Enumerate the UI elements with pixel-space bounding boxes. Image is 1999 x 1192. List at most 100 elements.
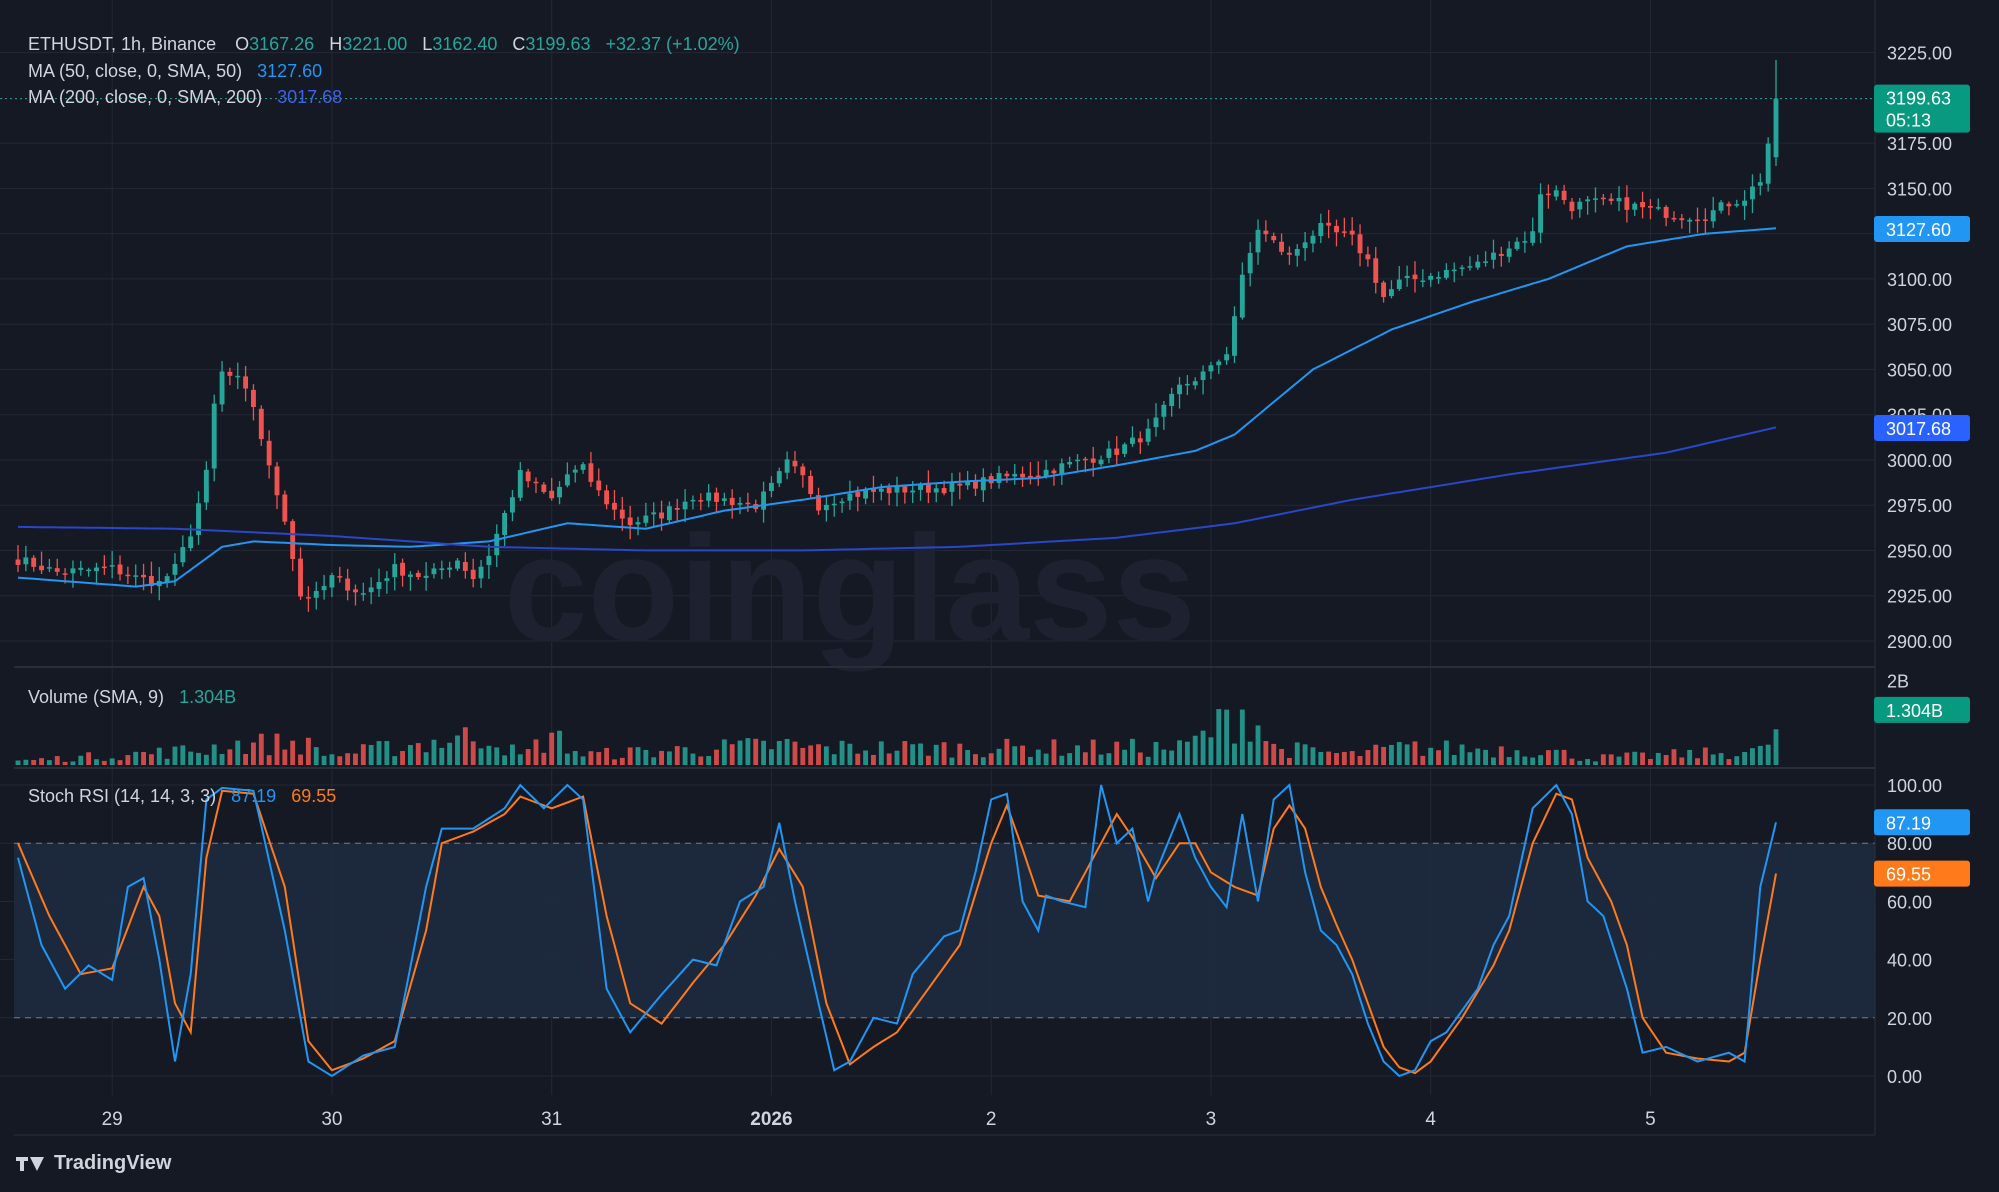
- volume-bar: [941, 742, 947, 765]
- volume-bar: [1035, 749, 1041, 765]
- stoch-rsi-series[interactable]: [17, 783, 1777, 1078]
- volume-bar: [980, 757, 986, 765]
- candle-body: [125, 574, 131, 577]
- candle: [1773, 59, 1779, 166]
- low-label: L: [422, 34, 432, 54]
- ma50-legend-value: 3127.60: [257, 61, 322, 81]
- volume-bar: [15, 760, 21, 765]
- time-axis[interactable]: 29 30 31 2026 2 3 4 5: [102, 1109, 1656, 1130]
- candlestick-series[interactable]: [15, 59, 1779, 612]
- candle: [800, 463, 806, 488]
- volume-bar: [62, 761, 68, 765]
- candle: [517, 461, 523, 501]
- candle-body: [1035, 475, 1041, 478]
- ma200-line: [17, 426, 1777, 552]
- candle: [698, 493, 704, 511]
- volume-bar: [894, 750, 900, 765]
- candle: [1459, 264, 1465, 276]
- volume-bar: [737, 740, 743, 765]
- candle-body: [682, 501, 688, 510]
- volume-bar: [918, 743, 923, 765]
- candle-body: [1389, 289, 1394, 297]
- candle-body: [1522, 241, 1528, 243]
- candle-body: [1538, 194, 1543, 233]
- candle: [1616, 186, 1622, 212]
- candle-body: [612, 502, 617, 510]
- candle-body: [164, 576, 170, 582]
- candle-body: [666, 506, 672, 521]
- candle-body: [1098, 459, 1104, 465]
- volume-series[interactable]: [15, 709, 1779, 765]
- volume-bar: [1734, 756, 1740, 765]
- ma50-price-tag-text: 3127.60: [1886, 220, 1951, 240]
- panel-dividers[interactable]: [14, 0, 1876, 1136]
- candle-body: [910, 490, 916, 493]
- candle-body: [1294, 248, 1300, 256]
- candle: [78, 560, 84, 576]
- candle-body: [1177, 384, 1182, 395]
- candle: [415, 570, 421, 580]
- volume-bar: [1232, 743, 1237, 765]
- volume-bar: [1459, 744, 1465, 765]
- candle: [1130, 426, 1135, 447]
- candle: [1004, 470, 1010, 483]
- candle: [1255, 219, 1261, 265]
- candle-body: [572, 469, 578, 473]
- volume-bar: [243, 754, 249, 765]
- tradingview-footer[interactable]: TradingView: [16, 1152, 171, 1175]
- volume-tick-label: 2B: [1887, 671, 1909, 691]
- stoch-tick-label: 60.00: [1887, 892, 1932, 912]
- candle: [337, 566, 343, 583]
- candle-body: [619, 509, 625, 519]
- candle-body: [1224, 354, 1230, 361]
- volume-bar: [1255, 725, 1261, 765]
- candle-body: [596, 480, 602, 491]
- time-tick-label: 4: [1425, 1109, 1436, 1130]
- tradingview-logo-icon: [16, 1155, 46, 1173]
- candle-body: [211, 403, 217, 469]
- candle-body: [462, 561, 468, 571]
- volume-bar: [1145, 756, 1151, 765]
- candle-body: [1475, 261, 1481, 268]
- candle: [1184, 375, 1190, 396]
- candle-body: [690, 499, 696, 502]
- candle: [1341, 217, 1347, 238]
- candle-body: [46, 567, 52, 569]
- candle: [345, 568, 351, 601]
- last-price-tag-text: 05:13: [1886, 111, 1931, 131]
- candle-body: [878, 488, 884, 492]
- volume-bar: [1216, 709, 1222, 765]
- volume-bar: [172, 746, 178, 765]
- candle-body: [274, 466, 280, 496]
- candle-body: [1561, 190, 1567, 201]
- volume-bar: [1412, 741, 1418, 765]
- price-tick-label: 3000.00: [1887, 451, 1952, 471]
- candle-body: [502, 513, 508, 536]
- candle: [31, 555, 37, 572]
- candle-body: [1161, 404, 1167, 417]
- candle-body: [101, 566, 107, 569]
- volume-bar: [973, 754, 978, 765]
- price-tick-label: 3075.00: [1887, 315, 1952, 335]
- volume-bar: [776, 740, 782, 765]
- candle: [996, 465, 1002, 489]
- candle: [470, 558, 476, 588]
- volume-bar: [46, 760, 52, 765]
- candle-body: [768, 482, 774, 492]
- candle: [1098, 455, 1104, 467]
- volume-bar: [1286, 757, 1292, 765]
- candle: [1483, 251, 1489, 267]
- volume-bar: [1059, 755, 1065, 765]
- price-axis[interactable]: 3225.003175.003150.003125.003100.003075.…: [1874, 44, 1970, 1087]
- candle: [572, 465, 578, 483]
- candle-body: [933, 488, 939, 493]
- volume-bar: [753, 738, 759, 765]
- candle: [1051, 468, 1057, 486]
- high-label: H: [329, 34, 342, 54]
- volume-bar: [1365, 750, 1371, 765]
- candle: [1695, 207, 1700, 233]
- candle-body: [313, 590, 319, 598]
- volume-bar: [1647, 758, 1653, 765]
- candle-body: [533, 481, 539, 484]
